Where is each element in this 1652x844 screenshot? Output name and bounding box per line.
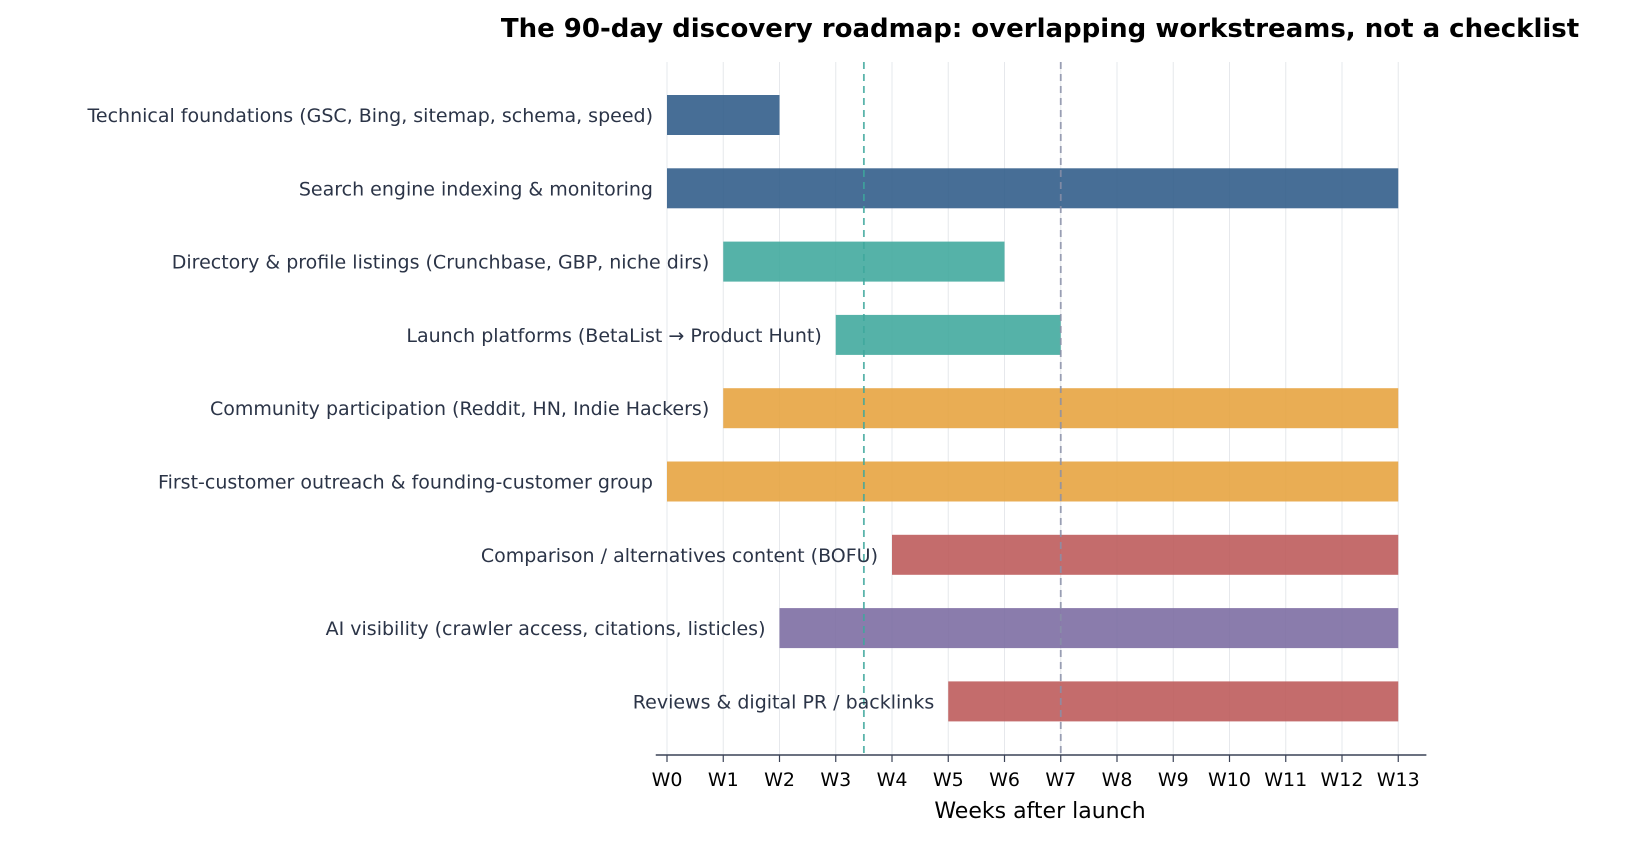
task-label: AI visibility (crawler access, citations… <box>326 618 766 640</box>
x-tick-label: W5 <box>933 769 964 791</box>
task-label: First-customer outreach & founding-custo… <box>158 472 653 494</box>
task-bar <box>892 534 1399 575</box>
task-bar <box>723 388 1399 429</box>
x-tick-label: W10 <box>1208 769 1251 791</box>
task-bar <box>667 168 1399 209</box>
task-label: Search engine indexing & monitoring <box>299 178 653 200</box>
task-label: Community participation (Reddit, HN, Ind… <box>210 398 709 420</box>
x-tick-label: W11 <box>1264 769 1307 791</box>
task-bar <box>667 461 1399 502</box>
task-label: Directory & profile listings (Crunchbase… <box>172 252 709 274</box>
task-bar <box>667 95 780 135</box>
task-label: Comparison / alternatives content (BOFU) <box>481 545 878 567</box>
task-label: Technical foundations (GSC, Bing, sitema… <box>87 105 653 127</box>
x-tick-label: W6 <box>989 769 1020 791</box>
task-bar <box>779 608 1399 649</box>
x-axis-label: Weeks after launch <box>934 799 1145 824</box>
task-label: Reviews & digital PR / backlinks <box>633 691 934 713</box>
x-tick-label: W1 <box>708 769 739 791</box>
x-tick-label: W8 <box>1102 769 1133 791</box>
x-tick-label: W13 <box>1377 769 1420 791</box>
x-tick-label: W12 <box>1321 769 1364 791</box>
task-labels: Technical foundations (GSC, Bing, sitema… <box>87 105 935 713</box>
task-bars <box>667 95 1399 722</box>
chart-title: The 90-day discovery roadmap: overlappin… <box>501 14 1579 44</box>
x-tick-label: W2 <box>764 769 795 791</box>
x-tick-label: W0 <box>652 769 683 791</box>
x-axis: W0 W1 W2 W3 W4 W5 W6 W7 W8 W9 W10 W11 W12 W13 <box>652 754 1427 791</box>
x-tick-label: W4 <box>877 769 908 791</box>
x-tick-label: W9 <box>1158 769 1189 791</box>
milestone-markers <box>862 62 1062 755</box>
task-bar <box>835 314 1061 355</box>
task-label: Launch platforms (BetaList → Product Hun… <box>406 325 821 347</box>
x-tick-label: W3 <box>820 769 851 791</box>
x-tick-label: W7 <box>1045 769 1076 791</box>
task-bar <box>948 681 1399 722</box>
